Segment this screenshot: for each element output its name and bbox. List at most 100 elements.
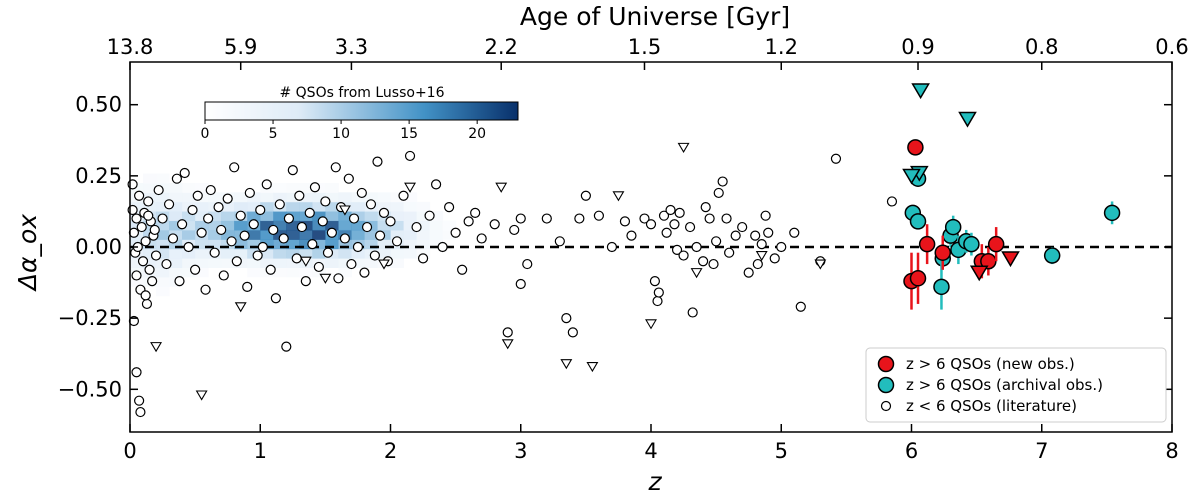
heatmap-cell xyxy=(338,258,352,268)
qso-point-lowz xyxy=(143,196,154,207)
heatmap-cell xyxy=(286,192,300,203)
legend-label: z > 6 QSOs (new obs.) xyxy=(906,355,1075,373)
heatmap-cell xyxy=(312,201,326,212)
qso-point-lowz xyxy=(229,162,240,173)
qso-point-lowz xyxy=(252,250,263,261)
qso-point-lowz xyxy=(140,290,151,301)
heatmap-cell xyxy=(182,248,196,259)
heatmap-cell xyxy=(221,201,235,212)
heatmap-cell xyxy=(312,211,326,222)
heatmap-cell xyxy=(156,173,170,184)
heatmap-cell xyxy=(195,267,209,278)
heatmap-cell xyxy=(390,258,405,268)
qso-point-lowz xyxy=(192,190,203,201)
qso-point-highz xyxy=(909,270,927,287)
qso-point-lowz xyxy=(248,219,259,230)
qso-point-highz xyxy=(918,235,936,253)
heatmap-cell xyxy=(169,267,183,278)
heatmap-cell xyxy=(442,229,457,240)
legend: z > 6 QSOs (new obs.) z > 6 QSOs (archiva… xyxy=(865,347,1167,423)
heatmap-cell xyxy=(156,239,170,250)
qso-point-lowz xyxy=(320,196,331,207)
qso-point-lowz xyxy=(177,219,188,230)
heatmap-cell xyxy=(143,258,157,268)
qso-point-lowz xyxy=(730,230,741,241)
legend-marker xyxy=(880,400,892,412)
upper-limit-marker xyxy=(755,250,768,262)
heatmap-cell xyxy=(377,248,391,259)
heatmap-cell xyxy=(351,201,365,212)
density-heatmap xyxy=(130,173,457,297)
qso-point-lowz xyxy=(179,167,190,179)
heatmap-cell xyxy=(182,192,196,203)
heatmap-cell xyxy=(286,258,300,268)
heatmap-cell xyxy=(377,201,391,212)
heatmap-cell xyxy=(221,220,235,231)
qso-point-lowz xyxy=(333,273,344,284)
qso-point-lowz xyxy=(378,207,390,218)
qso-point-lowz xyxy=(515,278,526,290)
upper-limit-marker xyxy=(1001,251,1020,268)
qso-point-lowz xyxy=(886,196,898,207)
qso-point-lowz xyxy=(417,253,429,264)
upper-limit-marker xyxy=(814,259,827,270)
top-tick-label: 1.2 xyxy=(765,35,798,59)
qso-point-highz xyxy=(934,244,952,261)
heatmap-cell xyxy=(143,173,157,184)
qso-point-lowz xyxy=(750,230,761,241)
qso-point-lowz xyxy=(789,227,800,238)
qso-point-lowz xyxy=(348,213,360,224)
qso-point-lowz xyxy=(167,233,179,244)
heatmap-cell xyxy=(143,201,157,212)
qso-point-lowz xyxy=(476,233,487,244)
qso-point-highz xyxy=(909,213,927,230)
heatmap-cell xyxy=(429,239,444,250)
heatmap-cell xyxy=(312,229,326,240)
heatmap-cell xyxy=(403,201,418,212)
heatmap-cell xyxy=(390,220,405,231)
qso-point-lowz xyxy=(278,233,289,244)
heatmap-cell xyxy=(182,182,196,193)
top-axis-title: Age of Universe [Gyr] xyxy=(520,2,790,31)
x-tick-label: 3 xyxy=(514,439,527,463)
qso-point-lowz xyxy=(200,284,211,295)
heatmap-cell xyxy=(338,239,352,250)
heatmap-cell xyxy=(390,211,405,222)
qso-point-lowz xyxy=(147,276,158,287)
heatmap-cell xyxy=(156,248,170,259)
heatmap-cell xyxy=(221,229,235,240)
qso-point-lowz xyxy=(135,406,146,418)
heatmap-cell xyxy=(312,239,326,250)
heatmap-cell xyxy=(273,239,287,250)
qso-point-lowz xyxy=(385,216,396,227)
heatmap-cell xyxy=(351,229,365,240)
qso-point-lowz xyxy=(665,204,676,216)
upper-limit-marker xyxy=(299,256,312,267)
qso-point-lowz xyxy=(830,153,842,164)
qso-point-lowz xyxy=(489,219,500,230)
colorbar-tick-label: 10 xyxy=(332,126,350,142)
qso-point-lowz xyxy=(711,236,722,247)
legend-label: z < 6 QSOs (literature) xyxy=(906,397,1077,415)
qso-point-lowz xyxy=(606,241,618,253)
legend-marker xyxy=(877,376,895,394)
heatmap-cell xyxy=(234,239,248,250)
qso-point-lowz xyxy=(372,156,383,167)
qso-point-lowz xyxy=(161,258,172,270)
qso-point-lowz xyxy=(756,239,767,250)
heatmap-cell xyxy=(247,192,261,203)
heatmap-cell xyxy=(195,211,209,222)
qso-point-lowz xyxy=(450,227,461,238)
upper-limit-marker xyxy=(958,111,977,128)
upper-limit-marker xyxy=(911,83,930,100)
x-tick-label: 6 xyxy=(905,439,918,463)
qso-point-lowz xyxy=(708,258,719,270)
colorbar-bar xyxy=(204,101,519,121)
qso-point-lowz xyxy=(574,213,585,224)
heatmap-cell xyxy=(325,201,339,212)
y-tick-label: 0.25 xyxy=(75,164,122,188)
top-tick-label: 0.6 xyxy=(1155,35,1188,59)
heatmap-cell xyxy=(247,239,261,250)
heatmap-cell xyxy=(273,267,287,278)
